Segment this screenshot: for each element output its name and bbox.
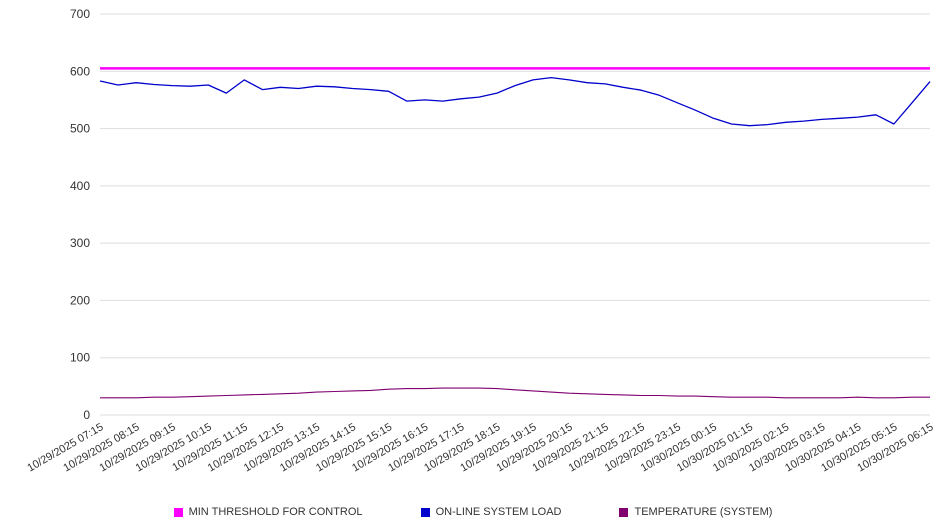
legend-swatch-temperature [619, 507, 629, 517]
legend-item-temperature[interactable]: TEMPERATURE (SYSTEM) [619, 506, 772, 518]
y-tick-label-400: 400 [70, 179, 90, 193]
legend-label-temperature: TEMPERATURE (SYSTEM) [634, 506, 773, 518]
y-tick-label-100: 100 [70, 351, 90, 365]
series-line-1 [99, 76, 931, 127]
y-tick-label-700: 700 [70, 7, 90, 21]
y-tick-label-500: 500 [70, 122, 90, 136]
legend-item-system-load[interactable]: ON-LINE SYSTEM LOAD [420, 506, 562, 518]
legend-swatch-min-threshold [173, 507, 183, 517]
legend-label-system-load: ON-LINE SYSTEM LOAD [435, 506, 562, 518]
series-line-2 [100, 387, 930, 399]
chart-legend: MIN THRESHOLD FOR CONTROL ON-LINE SYSTEM… [0, 506, 946, 518]
y-tick-label-200: 200 [70, 293, 90, 307]
y-tick-label-600: 600 [70, 64, 90, 78]
legend-label-min-threshold: MIN THRESHOLD FOR CONTROL [188, 506, 363, 518]
y-tick-label-300: 300 [70, 236, 90, 250]
legend-swatch-system-load [420, 507, 430, 517]
y-tick-label-0: 0 [83, 408, 90, 422]
legend-item-min-threshold[interactable]: MIN THRESHOLD FOR CONTROL [173, 506, 363, 518]
